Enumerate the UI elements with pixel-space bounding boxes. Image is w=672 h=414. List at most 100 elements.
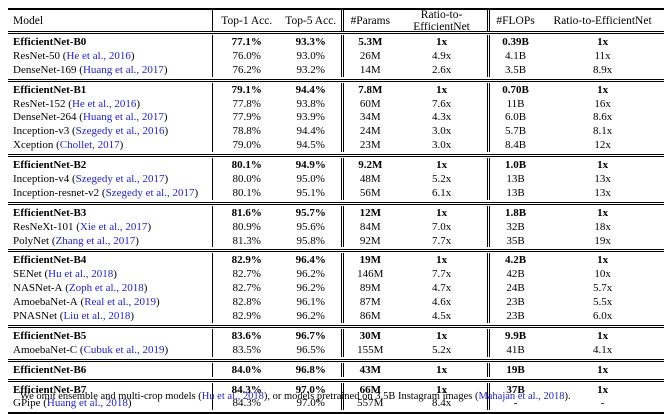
table-row: PNASNet (Liu et al., 2018) 82.9% 96.2% 86M 4… (8, 309, 664, 323)
citation-link[interactable]: Huang et al., 2018 (46, 397, 128, 410)
cell-flops-ratio-value: 1x (597, 383, 609, 396)
citation-link[interactable]: Mahajan et al., 2018 (478, 391, 565, 402)
cell-top5-acc: 96.5% (280, 343, 341, 357)
cell-top1-acc-value: 82.7% (232, 268, 261, 281)
cell-params: 557M (341, 396, 396, 411)
cell-flops-ratio: 1x (541, 329, 664, 343)
model-name: PolyNet (13, 234, 50, 247)
cell-params: 48M (341, 172, 396, 186)
table-row: EfficientNet-B5 83.6% 96.7% 30M 1x 9.9B 1x (8, 328, 664, 343)
cell-top5-acc-value: 93.8% (296, 97, 325, 110)
model-name: EfficientNet-B3 (13, 206, 87, 219)
cell-model: NASNet-A (Zoph et al., 2018) (8, 281, 214, 296)
table-row: Xception (Chollet, 2017) 79.0% 94.5% 23M 3.0… (8, 138, 664, 153)
cell-top1-acc: 82.9% (213, 309, 280, 323)
citation-link[interactable]: He et al., 2016 (71, 97, 137, 110)
cell-flops-ratio: 13x (541, 186, 664, 200)
cell-flops: 42B (486, 267, 541, 282)
cell-flops-ratio-value: 19x (594, 234, 611, 247)
cell-params-value: 30M (359, 329, 381, 342)
cell-top5-acc-value: 95.0% (296, 172, 325, 185)
cell-params-ratio-value: 4.7x (431, 282, 452, 295)
table-row: ResNet-152 (He et al., 2016) 77.8% 93.8% 60… (8, 96, 664, 111)
cell-params-ratio: 3.0x (396, 138, 487, 152)
cell-top1-acc: 80.0% (213, 172, 280, 186)
column-header-model: Model (8, 10, 214, 31)
cell-params-value: 12M (359, 206, 381, 219)
citation-link[interactable]: He et al., 2016 (66, 49, 131, 62)
citation-link[interactable]: Huang et al., 2017 (82, 111, 164, 124)
cell-flops: 37B (486, 382, 541, 397)
cell-model: PNASNet (Liu et al., 2018) (8, 309, 214, 323)
cell-top1-acc: 83.5% (213, 343, 280, 357)
citation-paren-close: ) (164, 172, 169, 185)
cell-model: EfficientNet-B0 (8, 35, 214, 49)
cell-params-ratio-value: 1x (436, 159, 448, 172)
cell-top5-acc-value: 93.0% (296, 49, 325, 62)
cell-flops-value: 13B (506, 186, 525, 199)
model-group-4: EfficientNet-B4 82.9% 96.4% 19M 1x 4.2B 1x SENe… (8, 252, 664, 328)
citation-link[interactable]: Szegedy et al., 2017 (105, 186, 195, 199)
citation-link[interactable]: Zoph et al., 2018 (68, 282, 144, 295)
citation-paren-close: ) (119, 139, 124, 152)
citation-link[interactable]: Real et al., 2019 (84, 296, 156, 309)
cell-flops-ratio: 8.6x (541, 110, 664, 124)
citation-link[interactable]: Szegedy et al., 2016 (75, 125, 165, 138)
cell-model: Xception (Chollet, 2017) (8, 138, 214, 153)
cell-params-value: 24M (359, 125, 381, 138)
cell-top5-acc: 95.1% (280, 186, 341, 200)
column-header-top1-acc-label: Top-1 Acc. (221, 14, 273, 27)
cell-model: PolyNet (Zhang et al., 2017) (8, 233, 214, 248)
column-header-flops-label: #FLOPs (496, 14, 535, 27)
cell-top5-acc: 93.3% (280, 35, 341, 49)
cell-flops-ratio: 1x (541, 363, 664, 377)
citation-link[interactable]: Cubuk et al., 2019 (83, 343, 165, 356)
citation-link[interactable]: Xie et al., 2017 (79, 220, 148, 233)
citation-link[interactable]: Chollet, 2017 (59, 139, 120, 152)
footnote-text: ), or models pretrained on 3.5B Instagra… (263, 391, 479, 402)
table-row: EfficientNet-B4 82.9% 96.4% 19M 1x 4.2B 1x (8, 253, 664, 268)
cell-model: ResNet-152 (He et al., 2016) (8, 96, 214, 111)
cell-flops-value: 37B (506, 383, 525, 396)
cell-params-value: 14M (359, 63, 381, 76)
citation-paren-open: ( (49, 234, 56, 247)
cell-flops-ratio: 8.1x (541, 124, 664, 138)
cell-params-ratio-value: 1x (436, 254, 448, 267)
citation-link[interactable]: Hu et al., 2018 (48, 268, 114, 281)
citation-paren-close: ) (147, 220, 152, 233)
cell-top5-acc: 95.6% (280, 220, 341, 234)
cell-flops-ratio: 5.7x (541, 281, 664, 295)
cell-params-ratio-value: 4.6x (431, 296, 452, 309)
cell-params-ratio-value: 7.7x (431, 234, 452, 247)
model-name: AmoebaNet-A (13, 296, 78, 309)
cell-flops: - (486, 396, 541, 411)
cell-flops-value: 0.39B (502, 35, 529, 48)
cell-params: 60M (341, 96, 396, 111)
cell-flops-value: 24B (506, 282, 525, 295)
cell-params-ratio-value: 8.4x (431, 397, 452, 410)
cell-params: 66M (341, 382, 396, 397)
cell-model: DenseNet-264 (Huang et al., 2017) (8, 110, 214, 125)
cell-params-value: 87M (359, 296, 381, 309)
cell-top1-acc-value: 82.9% (231, 254, 262, 267)
cell-params-value: 23M (359, 139, 381, 152)
cell-params: 92M (341, 233, 396, 248)
cell-params: 87M (341, 295, 396, 310)
citation-link[interactable]: Zhang et al., 2017 (55, 234, 136, 247)
cell-top1-acc: 81.3% (213, 234, 280, 248)
cell-params-ratio: 7.0x (396, 220, 487, 234)
cell-params: 26M (341, 48, 396, 63)
model-name: Xception (13, 139, 54, 152)
citation-link[interactable]: Liu et al., 2018 (63, 309, 131, 322)
cell-top1-acc-value: 80.0% (232, 172, 261, 185)
model-name: DenseNet-264 (13, 111, 77, 124)
column-header-params-ratio: Ratio-to-EfficientNet (396, 10, 487, 31)
citation-link[interactable]: Szegedy et al., 2017 (75, 172, 165, 185)
column-header-model-label: Model (13, 14, 44, 27)
cell-flops: 9.9B (486, 328, 541, 343)
citation-paren-close: ) (155, 296, 160, 309)
cell-top5-acc-value: 96.7% (295, 329, 326, 342)
model-name: GPipe (13, 397, 41, 410)
citation-link[interactable]: Hu et al., 2018 (201, 391, 264, 402)
citation-link[interactable]: Huang et al., 2017 (82, 63, 164, 76)
